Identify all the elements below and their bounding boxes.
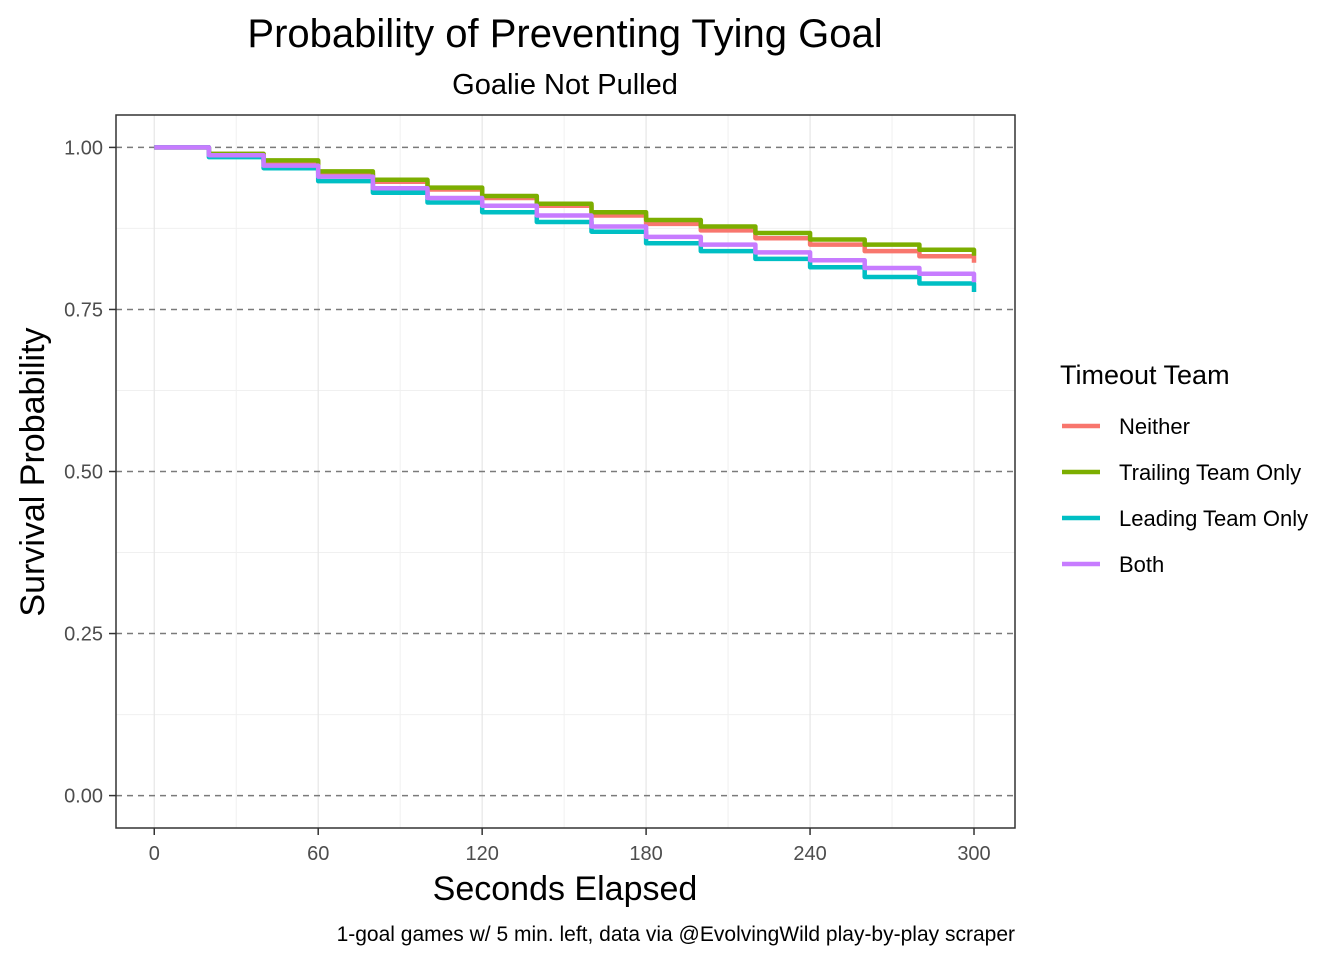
plot-panel bbox=[116, 115, 1015, 828]
legend: Timeout Team Neither Trailing Team Only Le… bbox=[1060, 360, 1308, 577]
y-axis-title: Survival Probability bbox=[14, 327, 52, 616]
chart-subtitle: Goalie Not Pulled bbox=[452, 69, 678, 101]
legend-title: Timeout Team bbox=[1060, 360, 1230, 390]
y-tick-label: 0.00 bbox=[64, 786, 103, 808]
series-line bbox=[154, 145, 977, 256]
y-axis: 0.00 0.25 0.50 0.75 1.00 bbox=[64, 137, 116, 808]
y-tick-label: 0.25 bbox=[64, 624, 103, 646]
x-tick-label: 120 bbox=[465, 843, 498, 865]
chart-caption: 1-goal games w/ 5 min. left, data via @E… bbox=[337, 923, 1015, 946]
x-tick-label: 240 bbox=[793, 843, 826, 865]
x-axis: 0 60 120 180 240 300 bbox=[149, 828, 991, 865]
chart-title: Probability of Preventing Tying Goal bbox=[247, 12, 882, 56]
x-axis-title: Seconds Elapsed bbox=[433, 870, 698, 908]
x-tick-label: 300 bbox=[957, 843, 990, 865]
legend-label: Trailing Team Only bbox=[1119, 460, 1301, 485]
x-tick-label: 60 bbox=[307, 843, 329, 865]
legend-label: Both bbox=[1119, 552, 1164, 577]
y-tick-label: 0.50 bbox=[64, 462, 103, 484]
y-tick-label: 1.00 bbox=[64, 137, 103, 159]
legend-label: Neither bbox=[1119, 414, 1190, 439]
series-lines bbox=[154, 145, 977, 292]
x-tick-label: 0 bbox=[149, 843, 160, 865]
x-tick-label: 180 bbox=[629, 843, 662, 865]
y-tick-label: 0.75 bbox=[64, 299, 103, 321]
legend-label: Leading Team Only bbox=[1119, 506, 1308, 531]
series-line bbox=[154, 145, 977, 283]
